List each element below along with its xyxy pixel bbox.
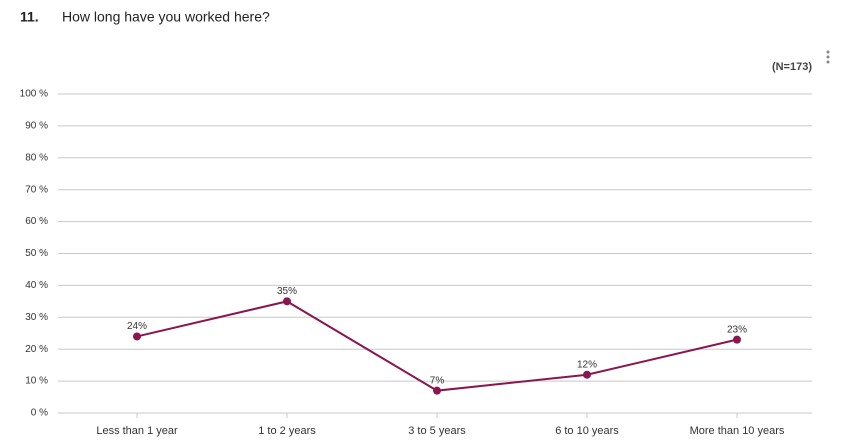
y-tick-label: 10 % (25, 376, 48, 387)
y-tick-label: 100 % (20, 89, 48, 100)
x-tick-label: Less than 1 year (96, 425, 178, 437)
y-tick-label: 50 % (25, 248, 48, 259)
point (733, 335, 741, 344)
y-tick-label: 20 % (25, 344, 48, 355)
menu-dot (826, 50, 830, 54)
y-tick-label: 40 % (25, 280, 48, 291)
x-tick-label: 6 to 10 years (555, 425, 619, 437)
y-tick-label: 0 % (31, 408, 48, 419)
y-tick-label: 60 % (25, 216, 48, 227)
y-tick-label: 90 % (25, 121, 48, 132)
x-tick-label: 1 to 2 years (258, 425, 316, 437)
menu-dot (826, 60, 830, 64)
chart-title: How long have you worked here? (62, 9, 270, 25)
point (133, 332, 141, 341)
x-tick-label: 3 to 5 years (408, 425, 466, 437)
menu-button[interactable] (826, 50, 830, 64)
point (583, 370, 591, 379)
y-tick-label: 70 % (25, 184, 48, 195)
data-label: 24% (127, 321, 147, 332)
x-tick-label: More than 10 years (690, 425, 785, 437)
point (283, 297, 291, 306)
menu-dot (826, 55, 830, 59)
data-label: 12% (577, 359, 597, 370)
y-tick-label: 80 % (25, 152, 48, 163)
data-label: 7% (430, 375, 445, 386)
data-label: 35% (277, 286, 297, 297)
data-label: 23% (727, 324, 747, 335)
y-tick-label: 30 % (25, 312, 48, 323)
sample-size: (N=173) (772, 61, 812, 73)
question-number: 11. (20, 9, 39, 25)
point (433, 386, 441, 395)
